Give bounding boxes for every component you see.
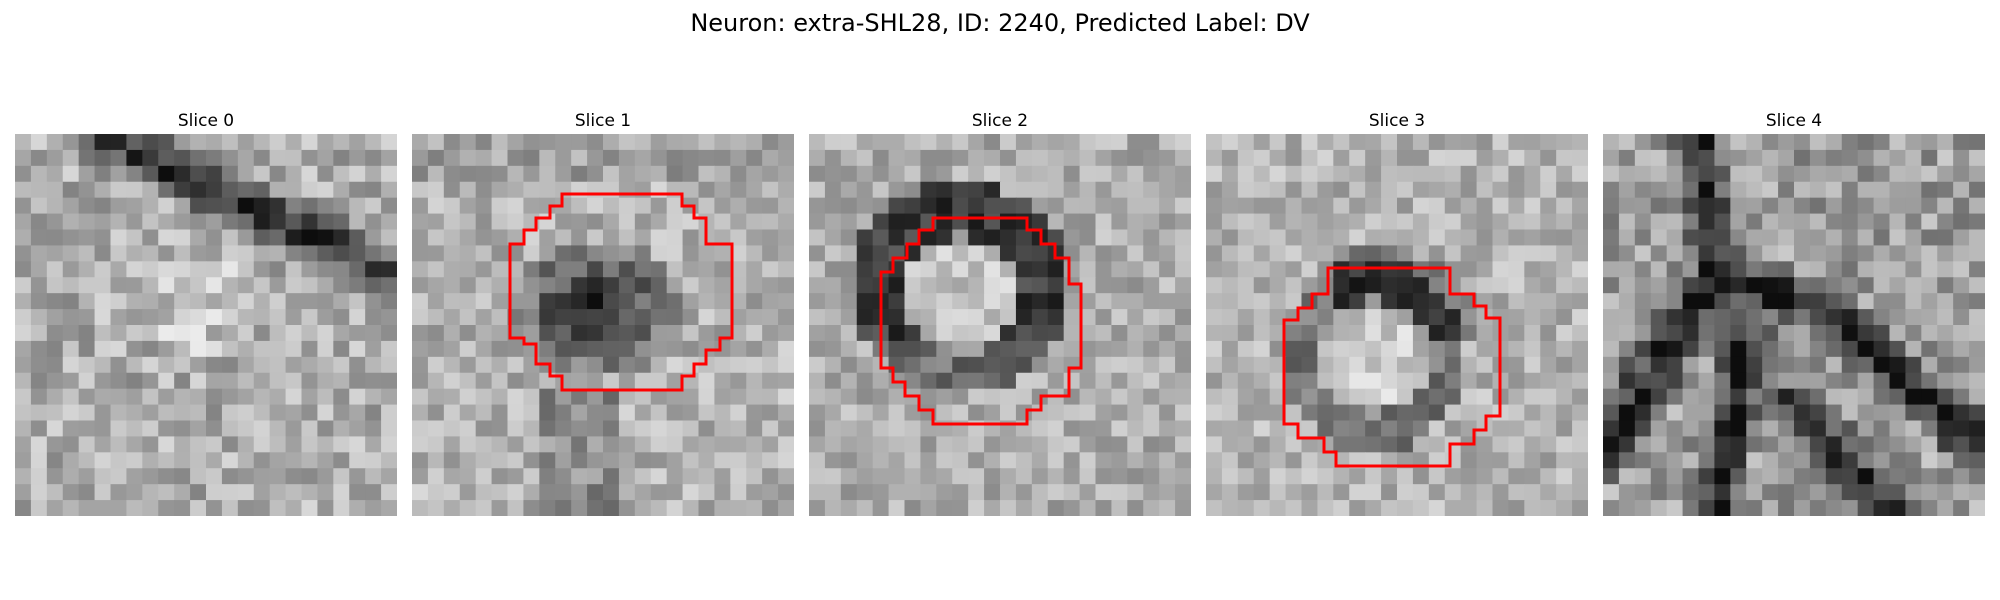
slice-title: Slice 2 xyxy=(971,111,1029,131)
roi-contour xyxy=(508,192,734,392)
pixel-grid xyxy=(1206,134,1588,516)
slice-panel-1: Slice 1 xyxy=(412,108,794,516)
slice-panel-4: Slice 4 xyxy=(1603,108,1985,516)
slice-image xyxy=(15,134,397,516)
slice-title: Slice 3 xyxy=(1368,111,1426,131)
pixel-grid xyxy=(412,134,794,516)
slice-title: Slice 4 xyxy=(1765,111,1823,131)
figure-title: Neuron: extra-SHL28, ID: 2240, Predicted… xyxy=(690,9,1310,37)
slice-panel-3: Slice 3 xyxy=(1206,108,1588,516)
slice-title: Slice 0 xyxy=(177,111,235,131)
slice-image xyxy=(1603,134,1985,516)
slice-image xyxy=(809,134,1191,516)
pixel-grid xyxy=(809,134,1191,516)
slice-panel-0: Slice 0 xyxy=(15,108,397,516)
slice-title: Slice 1 xyxy=(574,111,632,131)
roi-contour xyxy=(1282,266,1502,468)
slice-image xyxy=(1206,134,1588,516)
slice-image xyxy=(412,134,794,516)
roi-contour xyxy=(879,216,1083,426)
slice-panel-2: Slice 2 xyxy=(809,108,1191,516)
pixel-grid xyxy=(15,134,397,516)
pixel-grid xyxy=(1603,134,1985,516)
